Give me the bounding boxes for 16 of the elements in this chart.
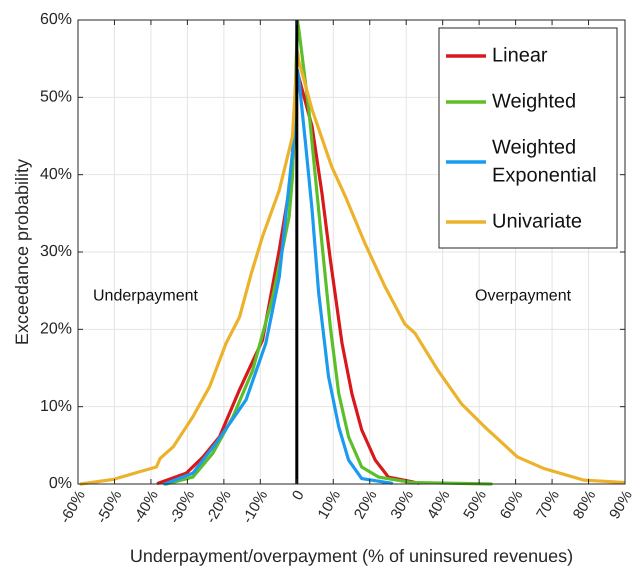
x-axis-title: Underpayment/overpayment (% of uninsured revenues) — [130, 546, 574, 566]
y-tick-label: 40% — [40, 166, 72, 183]
y-tick-label: 50% — [40, 88, 72, 106]
legend-label: Univariate — [492, 210, 582, 232]
annotation: Underpayment — [93, 288, 198, 305]
y-tick-label: 10% — [40, 398, 72, 415]
y-axis-title: Exceedance probability — [12, 158, 32, 346]
y-tick-label: 0% — [48, 475, 72, 492]
legend-label: Linear — [492, 44, 548, 66]
y-tick-label: 60% — [40, 11, 72, 28]
y-tick-label: 30% — [40, 243, 72, 260]
annotation: Overpayment — [475, 288, 572, 305]
y-tick-label: 20% — [40, 320, 72, 338]
legend-label: Weighted Exponential — [492, 136, 597, 186]
x-tick-label: 0 — [288, 487, 308, 504]
legend-label: Weighted — [492, 90, 576, 112]
